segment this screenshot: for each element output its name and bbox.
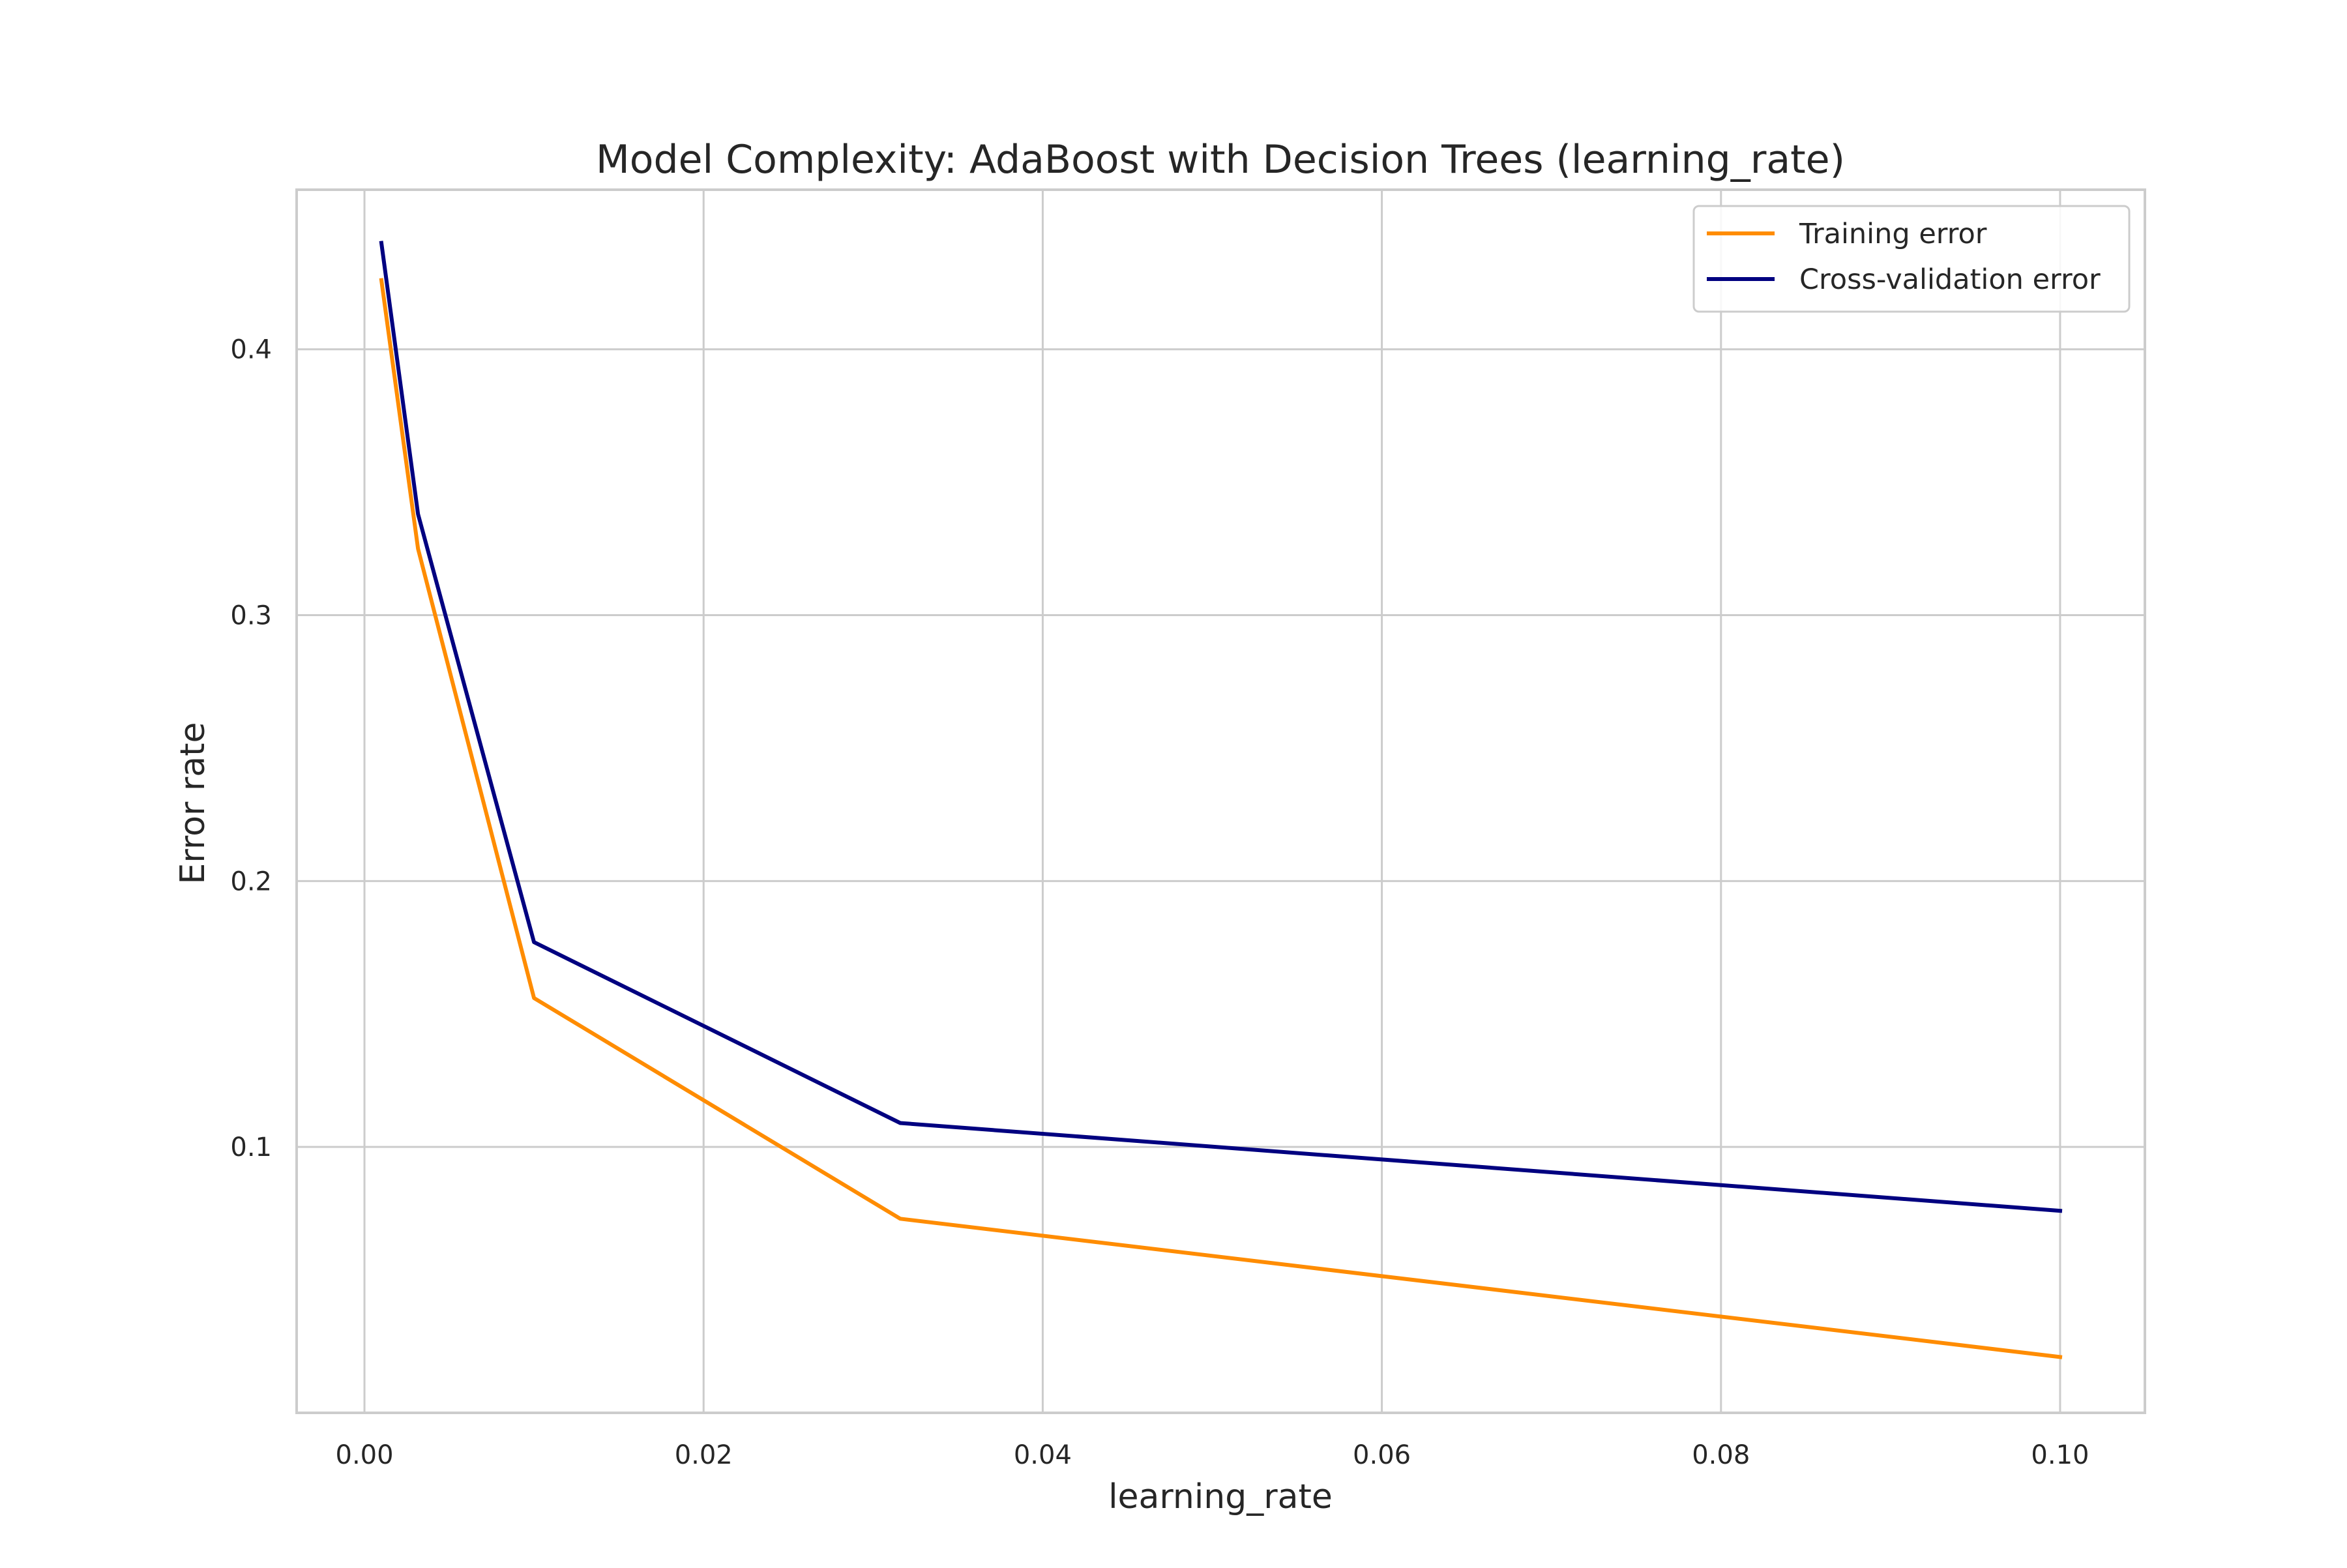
series-line-cross-validation-error [379,241,2063,1213]
x-tick-label: 0.10 [2031,1440,2089,1470]
series-lines [379,241,2063,1359]
y-tick-label: 0.2 [230,866,272,896]
x-tick-labels: 0.00 0.02 0.04 0.06 0.08 0.10 [336,1440,2089,1470]
y-tick-labels: 0.1 0.2 0.3 0.4 [230,335,272,1162]
x-tick-label: 0.02 [675,1440,733,1470]
legend-label-cross-validation-error: Cross-validation error [1799,263,2101,296]
x-tick-label: 0.00 [336,1440,394,1470]
legend-box [1692,205,2131,313]
y-tick-label: 0.1 [230,1132,272,1162]
series-line-training-error [379,278,2063,1359]
legend-label-training-error: Training error [1799,218,1987,250]
y-tick-label: 0.4 [230,335,272,365]
x-tick-label: 0.06 [1353,1440,1411,1470]
x-axis-label: learning_rate [1108,1477,1333,1516]
axes-frame [295,188,2146,1414]
y-tick-label: 0.3 [230,601,272,631]
chart-title: Model Complexity: AdaBoost with Decision… [596,137,1845,183]
grid [297,190,2145,1413]
legend: Training error Cross-validation error [1692,205,2131,313]
x-tick-label: 0.08 [1692,1440,1750,1470]
y-axis-label: Error rate [173,722,213,885]
x-tick-label: 0.04 [1014,1440,1072,1470]
